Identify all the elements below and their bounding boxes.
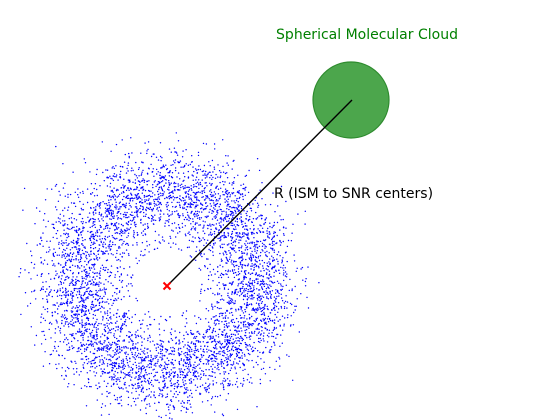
distance-line	[166, 99, 353, 287]
snr-center-marker	[162, 281, 172, 291]
molecular-cloud-circle	[312, 61, 390, 139]
cloud-title: Spherical Molecular Cloud	[276, 27, 458, 43]
distance-label: R (ISM to SNR centers)	[274, 186, 433, 202]
snr-shell-points	[18, 132, 320, 420]
